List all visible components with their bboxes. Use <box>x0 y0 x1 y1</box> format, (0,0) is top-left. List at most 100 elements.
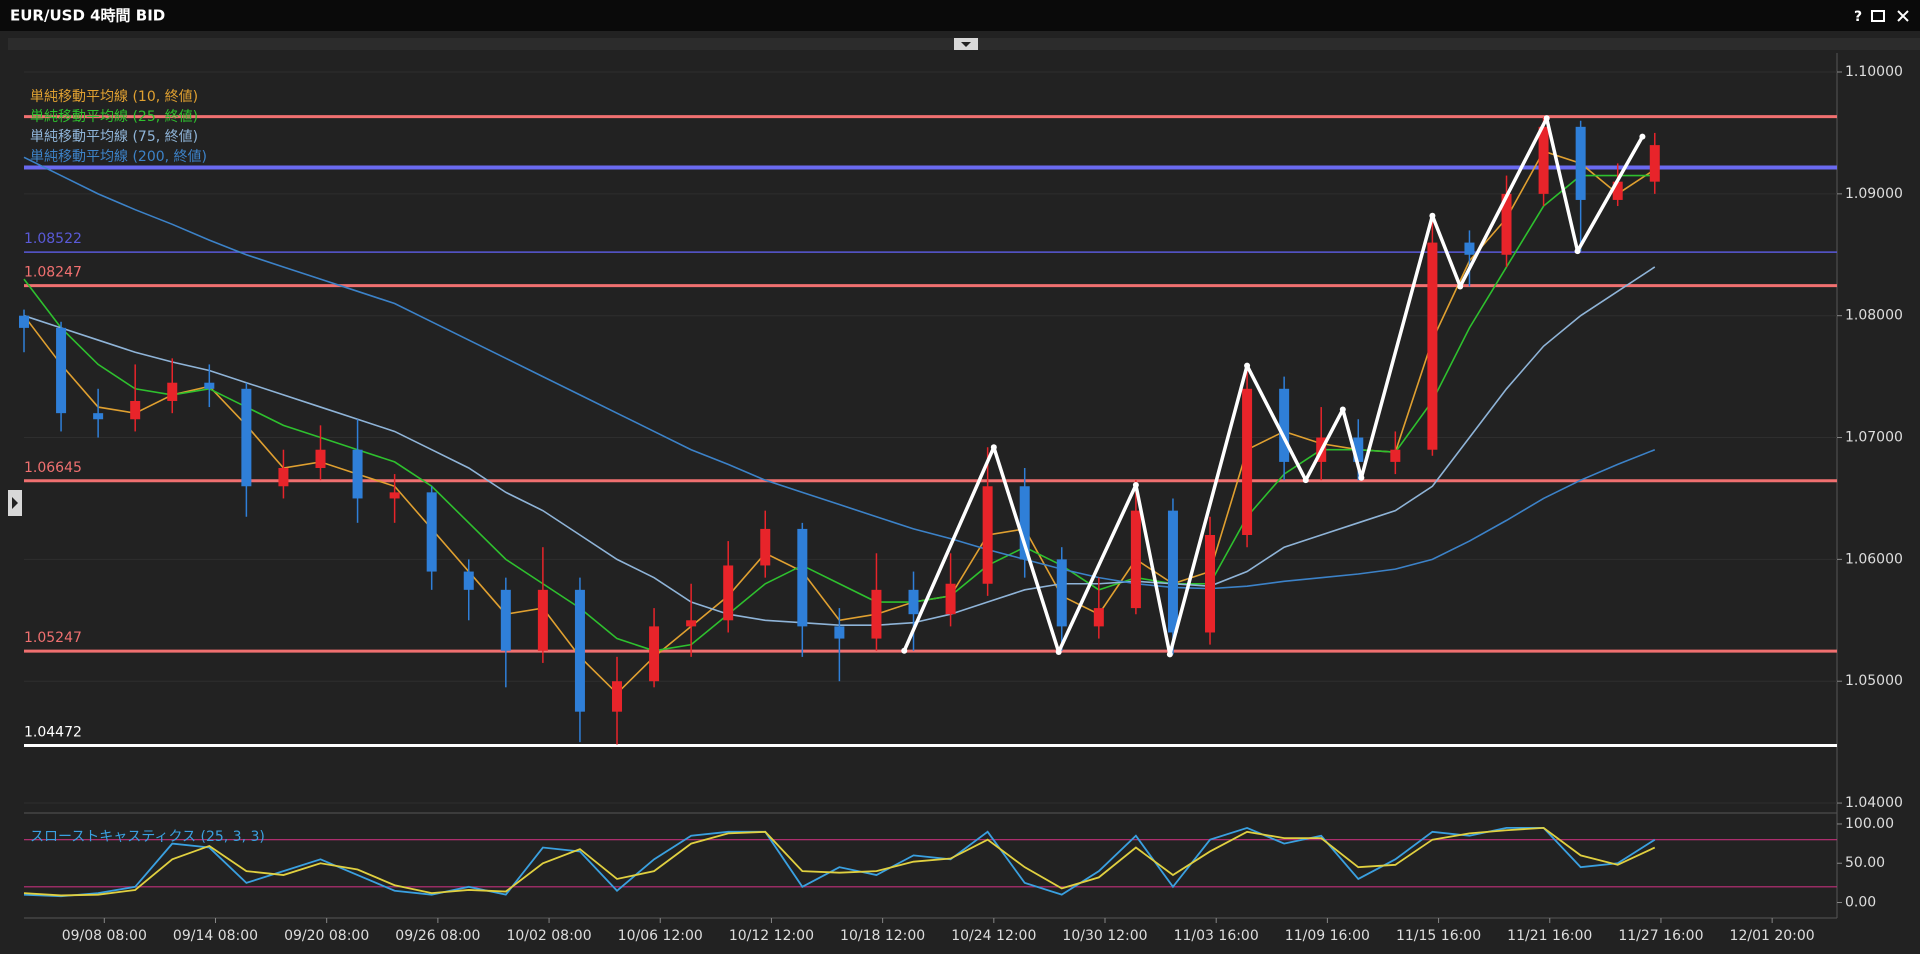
x-tick-label: 11/15 16:00 <box>1396 928 1481 944</box>
candle-body <box>1242 388 1253 536</box>
title-bar <box>0 0 1920 31</box>
close-button[interactable] <box>1897 10 1909 22</box>
candle-body <box>204 382 215 389</box>
candle-body <box>130 400 141 420</box>
zigzag-vertex <box>1132 482 1139 489</box>
zigzag-vertex <box>1302 477 1309 484</box>
candle-body <box>19 315 29 328</box>
x-tick-label: 10/02 08:00 <box>506 928 591 944</box>
y-tick-label: 50.00 <box>1845 855 1885 871</box>
x-tick-label: 09/08 08:00 <box>62 928 147 944</box>
y-tick-label: 1.04000 <box>1845 795 1903 811</box>
price-level-label: 1.05247 <box>24 630 82 646</box>
zigzag-vertex <box>1166 651 1173 658</box>
candle-body <box>1427 242 1438 450</box>
help-button[interactable]: ? <box>1854 9 1862 25</box>
candle-body <box>537 589 548 651</box>
candle-body <box>389 492 400 499</box>
candle-body <box>241 388 252 487</box>
candle-body <box>982 486 993 584</box>
moving-average <box>23 174 1655 652</box>
candle-body <box>56 327 67 414</box>
y-tick-label: 1.06000 <box>1845 551 1903 567</box>
candle-body <box>1167 510 1178 633</box>
x-tick-label: 10/30 12:00 <box>1062 928 1147 944</box>
candle-body <box>649 626 660 682</box>
zigzag-vertex <box>1574 248 1581 255</box>
zigzag-vertex <box>1429 212 1436 219</box>
zigzag-vertex <box>1639 133 1646 140</box>
candle-body <box>1390 449 1401 462</box>
oscillator-line <box>23 826 1656 897</box>
y-tick-label: 1.07000 <box>1845 430 1903 446</box>
candle-body <box>93 413 104 420</box>
x-tick-label: 12/01 20:00 <box>1730 928 1815 944</box>
y-tick-label: 1.05000 <box>1845 673 1903 689</box>
candle-body <box>723 565 734 621</box>
candle-body <box>1464 242 1475 255</box>
window-title: EUR/USD 4時間 BID <box>10 7 165 25</box>
legend-entry: 単純移動平均線 (25, 終値) <box>30 109 198 125</box>
x-tick-label: 09/26 08:00 <box>395 928 480 944</box>
candle-body <box>1205 535 1216 633</box>
candle-body <box>1130 510 1141 609</box>
zigzag-vertex <box>1457 283 1464 290</box>
zigzag-vertex <box>901 647 908 654</box>
x-tick-label: 10/18 12:00 <box>840 928 925 944</box>
x-tick-label: 11/27 16:00 <box>1618 928 1703 944</box>
toolbar-toggle-arrow <box>961 42 971 47</box>
candle-body <box>871 589 882 639</box>
x-tick-label: 11/03 16:00 <box>1174 928 1259 944</box>
x-tick-label: 10/12 12:00 <box>729 928 814 944</box>
candle-body <box>463 571 474 590</box>
x-tick-label: 10/24 12:00 <box>951 928 1036 944</box>
price-level-label: 1.08522 <box>24 231 82 247</box>
x-tick-label: 09/20 08:00 <box>284 928 369 944</box>
x-tick-label: 11/21 16:00 <box>1507 928 1592 944</box>
candle-body <box>352 449 363 499</box>
zigzag-vertex <box>1244 362 1251 369</box>
legend-entry: 単純移動平均線 (200, 終値) <box>30 149 207 165</box>
zigzag-vertex <box>990 444 997 451</box>
candle-body <box>1612 181 1623 200</box>
candle-body <box>760 528 771 566</box>
candle-body <box>574 589 585 712</box>
candle-body <box>1538 126 1549 194</box>
candle-body <box>797 528 808 627</box>
price-level-label: 1.04472 <box>24 725 82 741</box>
maximize-button[interactable] <box>1871 10 1885 22</box>
candle-body <box>1353 437 1364 462</box>
y-tick-label: 1.10000 <box>1845 64 1903 80</box>
candle-body <box>1575 126 1586 200</box>
side-panel-arrow <box>12 497 18 509</box>
x-tick-label: 09/14 08:00 <box>173 928 258 944</box>
candle-body <box>945 583 956 615</box>
price-level-label: 1.06645 <box>24 460 82 476</box>
y-tick-label: 0.00 <box>1845 895 1876 911</box>
candle-body <box>315 449 326 468</box>
candle-body <box>834 626 845 639</box>
x-tick-label: 11/09 16:00 <box>1285 928 1370 944</box>
candle-body <box>1056 559 1067 627</box>
zigzag-vertex <box>1543 115 1550 122</box>
candle-body <box>1649 145 1660 182</box>
y-tick-label: 1.09000 <box>1845 186 1903 202</box>
candle-body <box>426 492 437 572</box>
candle-body <box>1501 193 1512 255</box>
candle-body <box>908 589 919 615</box>
y-tick-label: 1.08000 <box>1845 308 1903 324</box>
x-tick-label: 10/06 12:00 <box>618 928 703 944</box>
candle-body <box>1093 608 1104 627</box>
zigzag-vertex <box>1339 406 1346 413</box>
candle-body <box>167 382 178 401</box>
plot-layer: 1.04000 1.05000 1.06000 1.07000 1.08000 1.090… <box>19 64 1903 944</box>
candle-body <box>500 589 511 651</box>
zigzag-vertex <box>1055 648 1062 655</box>
candle-body <box>686 620 697 627</box>
zigzag-line <box>902 116 1644 657</box>
candle-body <box>1019 486 1030 560</box>
zigzag-vertex <box>1358 474 1365 481</box>
indicator-title: スローストキャスティクス (25, 3, 3) <box>30 829 265 845</box>
legend-entry: 単純移動平均線 (75, 終値) <box>30 129 198 145</box>
